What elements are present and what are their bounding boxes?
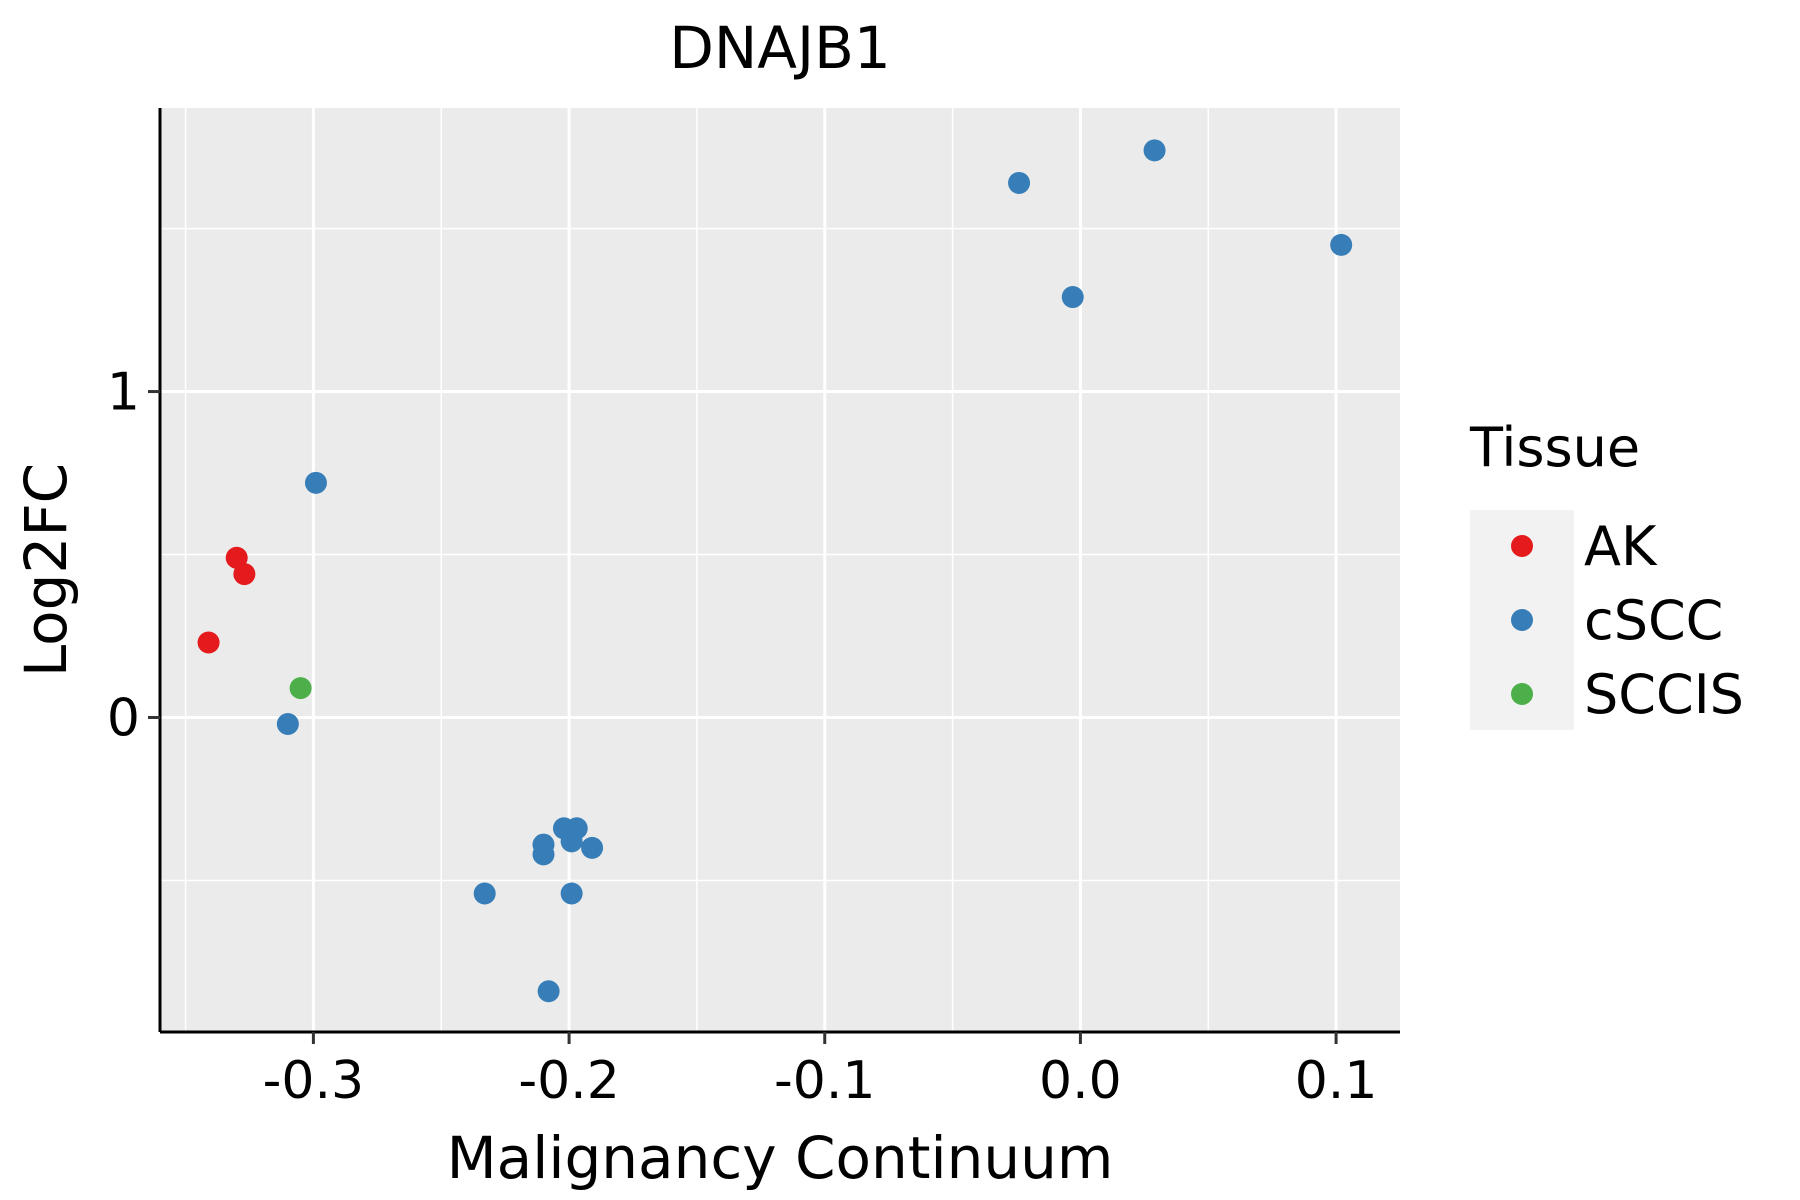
data-point-cscc xyxy=(537,980,560,1003)
legend-label-ak: AK xyxy=(1584,515,1658,578)
legend-title: Tissue xyxy=(1469,416,1640,479)
y-tick-label: 0 xyxy=(107,688,140,748)
y-tick-label: 1 xyxy=(107,363,140,423)
y-axis-ticks: 01 xyxy=(107,363,160,748)
data-point-ak xyxy=(197,631,220,654)
y-axis-title: Log2FC xyxy=(12,463,80,677)
data-point-ak xyxy=(225,546,248,569)
x-tick-label: -0.3 xyxy=(263,1051,364,1111)
legend-label-sccis: SCCIS xyxy=(1584,663,1744,726)
x-axis-ticks: -0.3 -0.2 -0.1 0.0 0.1 xyxy=(263,1032,1378,1111)
data-point-cscc xyxy=(532,843,555,866)
data-point-sccis xyxy=(289,677,312,700)
major-gridlines xyxy=(160,108,1400,1032)
legend-label-cscc: cSCC xyxy=(1584,589,1723,652)
chart-title: DNAJB1 xyxy=(669,14,891,82)
data-point-cscc xyxy=(1008,171,1031,194)
data-points xyxy=(197,139,1353,1003)
data-point-cscc xyxy=(304,471,327,494)
data-point-cscc xyxy=(1143,139,1166,162)
data-point-cscc xyxy=(1061,286,1084,309)
legend-key-sccis xyxy=(1511,683,1533,705)
legend: Tissue AK cSCC SCCIS xyxy=(1469,416,1744,730)
data-point-ak xyxy=(233,563,256,586)
legend-key-cscc xyxy=(1511,609,1533,631)
x-tick-label: -0.2 xyxy=(518,1051,619,1111)
x-tick-label: 0.0 xyxy=(1039,1051,1122,1111)
data-point-cscc xyxy=(565,817,588,840)
x-tick-label: 0.1 xyxy=(1295,1051,1378,1111)
data-point-cscc xyxy=(276,713,299,735)
data-point-cscc xyxy=(581,836,604,859)
data-point-cscc xyxy=(1330,233,1353,256)
minor-gridlines xyxy=(160,108,1400,1032)
x-tick-label: -0.1 xyxy=(774,1051,875,1111)
x-axis-title: Malignancy Continuum xyxy=(447,1124,1114,1192)
data-point-cscc xyxy=(560,882,583,905)
data-point-cscc xyxy=(473,882,496,905)
plot-panel xyxy=(160,108,1400,1032)
legend-key-ak xyxy=(1511,535,1533,557)
